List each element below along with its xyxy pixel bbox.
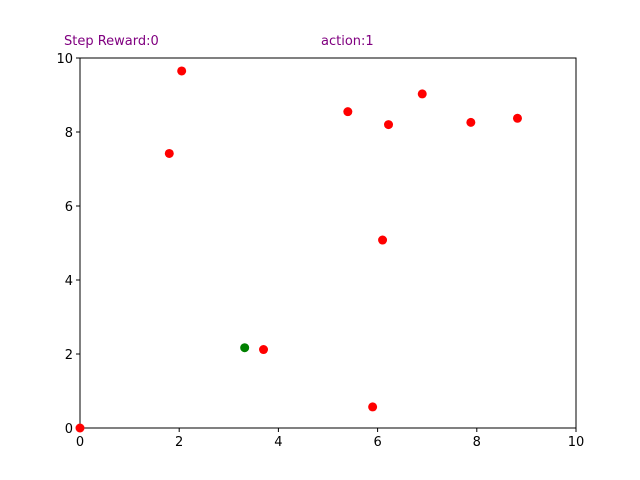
plot-area: [79, 57, 577, 429]
y-tick-label: 4: [65, 274, 73, 289]
y-tick-label: 8: [65, 126, 73, 141]
x-tick-label: 0: [76, 435, 84, 450]
action-label: action:1: [321, 34, 374, 49]
y-tick-label: 2: [65, 348, 73, 363]
x-tick-label: 2: [175, 435, 183, 450]
target-point: [512, 113, 522, 123]
agent-point: [240, 343, 250, 353]
x-tick-label: 8: [473, 435, 481, 450]
target-point: [164, 148, 174, 158]
x-tick-label: 10: [568, 435, 585, 450]
y-tick-label: 0: [65, 422, 73, 437]
x-tick-label: 4: [274, 435, 282, 450]
target-point: [368, 402, 378, 412]
axis-ticks: 0 2 4 6 8 10 0 2 4 6 8 10: [56, 52, 584, 450]
target-point: [378, 235, 388, 245]
target-point: [343, 107, 353, 117]
target-point: [259, 345, 269, 355]
target-point: [417, 89, 427, 99]
target-point: [384, 120, 394, 130]
target-point: [75, 423, 85, 433]
y-tick-label: 6: [65, 200, 73, 215]
step-reward-label: Step Reward:0: [64, 34, 159, 49]
game-entities: [75, 66, 522, 433]
x-tick-label: 6: [373, 435, 381, 450]
target-point: [177, 66, 187, 76]
target-point: [466, 117, 476, 127]
y-tick-label: 10: [56, 52, 73, 67]
